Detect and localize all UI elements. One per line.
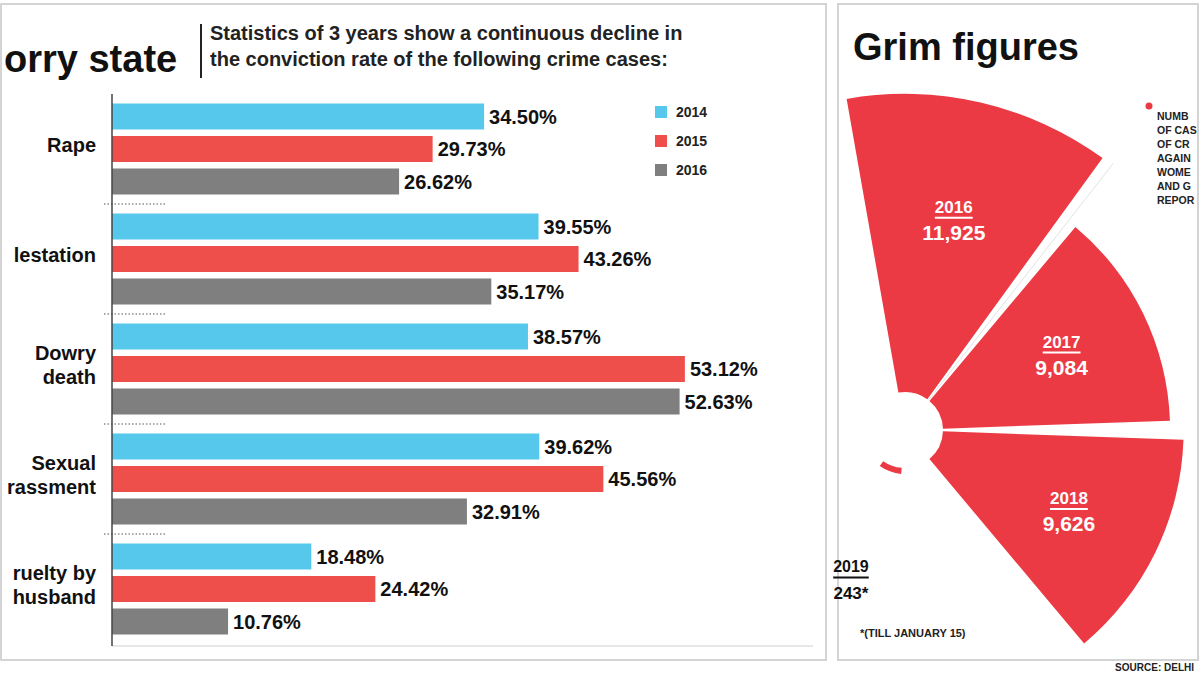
labels: 2016 11,925 2017 9,084 2018 9,626 2019 243* bbox=[833, 198, 1095, 604]
legend-swatch bbox=[1146, 103, 1153, 110]
legend-swatch bbox=[655, 164, 667, 176]
wedge bbox=[929, 431, 1183, 643]
annotation: *(TILL JANUARY 15) bbox=[860, 627, 966, 639]
text-line: Rape bbox=[47, 134, 96, 156]
legend-label: NUMB OF CAS OF CR AGAIN WOME AND G REPOR bbox=[1157, 110, 1197, 206]
legend-label: 2015 bbox=[676, 133, 707, 149]
separator bbox=[200, 24, 202, 78]
text-line: AGAIN bbox=[1157, 152, 1191, 164]
text-line: NUMB bbox=[1157, 110, 1189, 122]
data-label: 24.42% bbox=[380, 578, 448, 600]
bar bbox=[112, 544, 311, 570]
bar bbox=[112, 169, 399, 195]
text-line: OF CR bbox=[1157, 138, 1190, 150]
data-label: 9,084 bbox=[1035, 356, 1088, 379]
wedges bbox=[847, 94, 1184, 644]
data-label: 29.73% bbox=[438, 138, 506, 160]
panel bbox=[838, 4, 1198, 660]
text-line: Dowry bbox=[35, 342, 97, 364]
category-label: Rape bbox=[47, 134, 96, 156]
data-label: 39.55% bbox=[544, 216, 612, 238]
text-line: REPOR bbox=[1157, 194, 1195, 206]
bar bbox=[112, 389, 680, 415]
data-label: 11,925 bbox=[922, 221, 985, 244]
title: Grim figures bbox=[853, 26, 1079, 68]
category-label: Dowrydeath bbox=[35, 342, 97, 388]
bar bbox=[112, 466, 603, 492]
text-line: death bbox=[43, 366, 96, 388]
category-label: 2016 bbox=[935, 198, 973, 217]
value-axis bbox=[112, 646, 813, 647]
bar bbox=[112, 136, 433, 162]
legend-swatch bbox=[655, 135, 667, 147]
bars bbox=[112, 104, 685, 635]
group-separator bbox=[104, 534, 166, 535]
panel bbox=[1, 4, 826, 660]
legend: NUMB OF CAS OF CR AGAIN WOME AND G REPOR bbox=[1146, 103, 1197, 207]
group-separator bbox=[104, 204, 166, 205]
bar bbox=[112, 356, 685, 382]
category-axis bbox=[111, 94, 113, 646]
subtitle: Statistics of 3 years show a continuous … bbox=[210, 22, 682, 70]
text-line: rassment bbox=[7, 476, 96, 498]
data-label: 45.56% bbox=[608, 468, 676, 490]
wedge bbox=[929, 227, 1170, 429]
bar bbox=[112, 609, 228, 635]
category-label: 2018 bbox=[1050, 489, 1088, 508]
data-label: 39.62% bbox=[544, 436, 612, 458]
labels: Rape 34.50% 29.73% 26.62% lestation 39.55% 43.… bbox=[7, 106, 758, 633]
legend: 2014 2015 2016 bbox=[655, 104, 707, 178]
text-line: WOME bbox=[1157, 166, 1191, 178]
underline bbox=[1043, 352, 1081, 354]
text-line: Sexual bbox=[32, 452, 96, 474]
legend-label: 2016 bbox=[676, 162, 707, 178]
category-label: ruelty byhusband bbox=[13, 562, 97, 608]
data-label: 38.57% bbox=[533, 326, 601, 348]
text-line: husband bbox=[13, 586, 96, 608]
bar bbox=[112, 324, 528, 350]
bar bbox=[112, 279, 491, 305]
data-label: 18.48% bbox=[316, 546, 384, 568]
data-label: 9,626 bbox=[1043, 512, 1096, 535]
underline bbox=[1050, 508, 1088, 510]
bar bbox=[112, 246, 579, 272]
text-line: the conviction rate of the following cri… bbox=[210, 48, 668, 70]
legend-label: 2014 bbox=[676, 104, 707, 120]
data-label: 10.76% bbox=[233, 611, 301, 633]
title: orry state bbox=[4, 38, 177, 80]
category-label: 2019 bbox=[833, 558, 869, 575]
data-label: 35.17% bbox=[496, 281, 564, 303]
data-label: 26.62% bbox=[404, 171, 472, 193]
category-label: lestation bbox=[14, 244, 96, 266]
data-label: 34.50% bbox=[489, 106, 557, 128]
bar bbox=[112, 434, 539, 460]
bar-chart: orry state Statistics of 3 years show a c… bbox=[4, 22, 813, 646]
data-label: 53.12% bbox=[690, 358, 758, 380]
wedge bbox=[880, 461, 902, 474]
text-line: AND G bbox=[1157, 180, 1191, 192]
data-label: 243* bbox=[833, 584, 868, 603]
bar bbox=[112, 576, 375, 602]
data-label: 52.63% bbox=[685, 391, 753, 413]
category-label: Sexualrassment bbox=[7, 452, 96, 498]
data-label: 43.26% bbox=[584, 248, 652, 270]
polar-chart: Grim figures 2016 11,925 2017 9,084 2018 9,626… bbox=[833, 26, 1197, 673]
group-separator bbox=[104, 424, 166, 425]
text-line: ruelty by bbox=[13, 562, 97, 584]
text-line: Statistics of 3 years show a continuous … bbox=[210, 22, 682, 44]
bar bbox=[112, 499, 467, 525]
bar bbox=[112, 214, 539, 240]
text-line: OF CAS bbox=[1157, 124, 1197, 136]
underline bbox=[833, 576, 869, 578]
category-label: 2017 bbox=[1043, 333, 1081, 352]
bar bbox=[112, 104, 484, 130]
data-label: 32.91% bbox=[472, 501, 540, 523]
canvas: orry state Statistics of 3 years show a c… bbox=[0, 0, 1200, 675]
source: SOURCE: DELHI bbox=[1115, 662, 1194, 673]
group-separator bbox=[104, 314, 166, 315]
underline bbox=[935, 217, 973, 219]
legend-swatch bbox=[655, 106, 667, 118]
text-line: lestation bbox=[14, 244, 96, 266]
